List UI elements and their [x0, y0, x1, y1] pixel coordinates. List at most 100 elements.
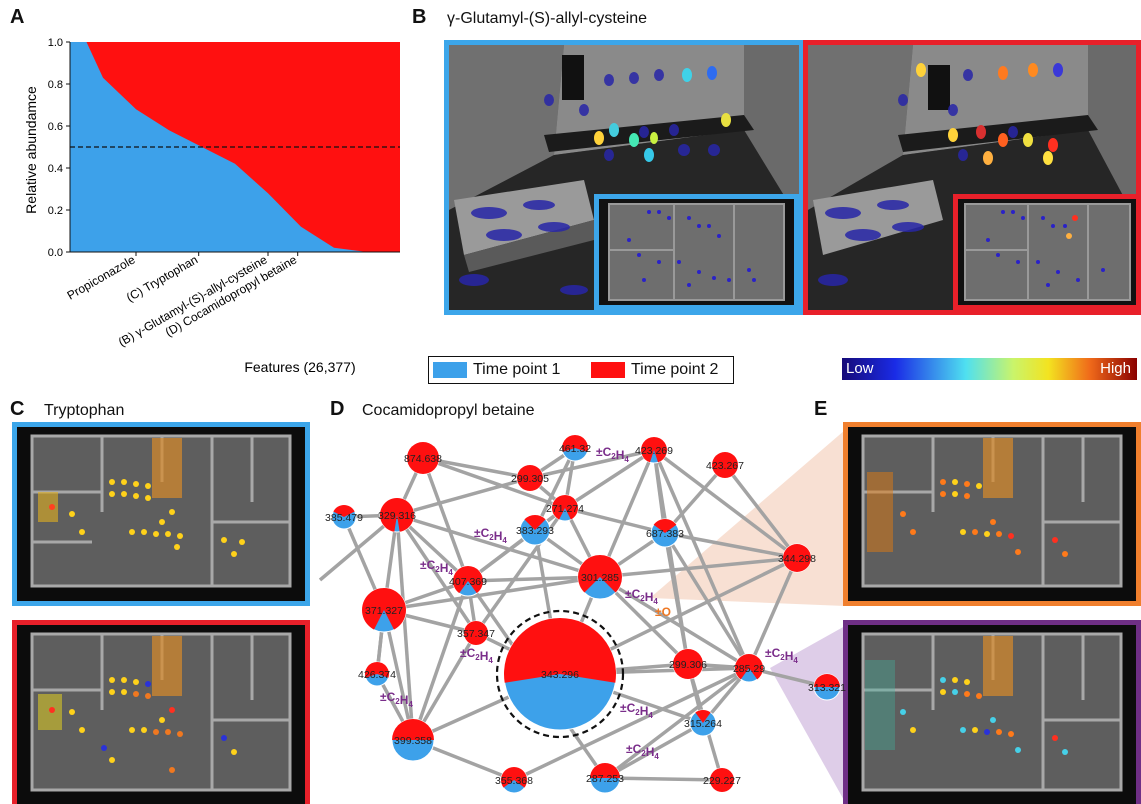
network-node: 874.638	[404, 441, 442, 475]
panel-label-a: A	[10, 6, 25, 28]
node-slice-time-point-2	[333, 505, 355, 517]
network-node: 461.32	[559, 434, 591, 462]
network-edge	[529, 448, 655, 480]
node-label: 874.638	[404, 453, 442, 465]
edge-label-c2h4: ±C2H4	[626, 742, 659, 761]
node-slice-time-point-2	[501, 767, 527, 788]
network-edge	[652, 448, 799, 560]
kitchen-scene-time-point-1	[444, 40, 804, 315]
node-label: 301.285	[581, 572, 619, 584]
network-node: 343.296	[495, 609, 625, 739]
node-label: 287.253	[586, 773, 624, 785]
node-slice-time-point-2	[562, 435, 588, 453]
node-label: 285.29	[733, 663, 765, 675]
network-edge	[663, 532, 751, 669]
network-edge	[723, 463, 799, 560]
x-axis-label: Features (26,377)	[244, 359, 355, 375]
cocamidopropyl-floorplan-purple	[843, 620, 1141, 804]
colorbar-low-label: Low	[846, 360, 874, 377]
node-slice-time-point-2	[362, 588, 406, 630]
node-label: 423.269	[635, 445, 673, 457]
legend-label-time-point-1: Time point 1	[473, 361, 561, 378]
node-label: 329.316	[378, 510, 416, 522]
network-node: 371.327	[361, 587, 407, 633]
node-label: 385.479	[325, 512, 363, 524]
node-slice-time-point-2	[712, 452, 738, 478]
network-node: 423.267	[706, 451, 744, 479]
network-node: 357.347	[457, 620, 495, 646]
network-edge	[747, 557, 799, 669]
network-edge	[604, 721, 704, 780]
y-tick-label: 0.4	[48, 163, 63, 175]
network-edge	[664, 531, 798, 560]
node-slice-time-point-2	[453, 566, 483, 594]
panel-label-d: D	[330, 398, 345, 420]
edge-label-c2h4: ±C2H4	[380, 690, 413, 709]
network-node: 355.368	[495, 766, 533, 794]
network-node: 407.369	[449, 565, 487, 597]
node-slice-time-point-2	[524, 515, 546, 530]
network-node: 329.316	[378, 497, 416, 533]
panel-label-c: C	[10, 398, 25, 420]
network-edge	[395, 514, 478, 634]
node-slice-time-point-2	[710, 768, 734, 792]
network-edge	[396, 513, 601, 579]
network-edge	[564, 448, 655, 510]
area-series-time-point-1	[70, 42, 400, 252]
network-node: 687.383	[646, 518, 684, 548]
network-node: 287.253	[586, 762, 624, 794]
node-label: 313.321	[808, 682, 846, 694]
network-node: 313.321	[808, 673, 846, 701]
time-point-legend: Time point 1 Time point 2	[428, 356, 734, 384]
network-node: 229.227	[703, 767, 741, 793]
edge-label-c2h4: ±C2H4	[474, 526, 507, 545]
node-slice-time-point-2	[735, 654, 763, 680]
node-slice-time-point-2	[590, 763, 620, 778]
panel-label-e: E	[814, 398, 828, 420]
y-tick-label: 0.6	[48, 121, 63, 133]
network-node: 301.285	[577, 554, 623, 600]
network-edge	[422, 456, 566, 510]
network-edge	[652, 449, 751, 669]
node-label: 315.264	[684, 718, 722, 730]
network-edge	[604, 776, 723, 782]
node-label: 343.296	[541, 669, 579, 681]
intensity-colorbar: Low High	[842, 358, 1137, 380]
node-slice-time-point-2	[392, 719, 434, 740]
node-label: 344.298	[778, 553, 816, 565]
node-slice-time-point-2	[365, 662, 389, 678]
node-label: 461.32	[559, 443, 591, 455]
network-edge	[383, 575, 601, 612]
network-node: 383.293	[516, 514, 554, 546]
y-tick-label: 1.0	[48, 37, 63, 49]
network-edge	[564, 506, 666, 535]
node-label: 687.383	[646, 528, 684, 540]
edge-label-oxygen: ±O	[655, 605, 671, 619]
node-slice-time-point-2	[653, 519, 677, 533]
panel-label-b: B	[412, 6, 427, 28]
node-slice-time-point-2	[673, 649, 703, 679]
edge-label-c2h4: ±C2H4	[625, 587, 658, 606]
y-tick-label: 0.8	[48, 79, 63, 91]
network-node: 344.298	[778, 543, 816, 573]
network-edge	[599, 556, 798, 579]
kitchen-scene-time-point-2	[803, 40, 1141, 315]
network-edge	[599, 575, 750, 670]
network-edge	[603, 666, 751, 780]
node-label: 407.369	[449, 576, 487, 588]
node-slice-time-point-2	[380, 498, 414, 532]
node-label: 229.227	[703, 775, 741, 787]
node-slice-time-point-2	[578, 555, 622, 593]
cocamidopropyl-floorplan-orange	[843, 422, 1141, 606]
network-node: 423.269	[635, 436, 673, 464]
node-slice-time-point-2	[407, 442, 439, 474]
legend-swatch-time-point-1	[433, 362, 467, 378]
highlight-ring	[495, 609, 625, 739]
edge-label-c2h4: ±C2H4	[420, 558, 453, 577]
y-axis-label: Relative abundamce	[23, 86, 39, 214]
panel-b-title: γ-Glutamyl-(S)-allyl-cysteine	[447, 10, 648, 27]
network-edge	[396, 476, 531, 517]
network-node: 299.306	[669, 648, 707, 680]
network-node: 399.358	[391, 718, 435, 762]
y-tick-label: 0.2	[48, 205, 63, 217]
